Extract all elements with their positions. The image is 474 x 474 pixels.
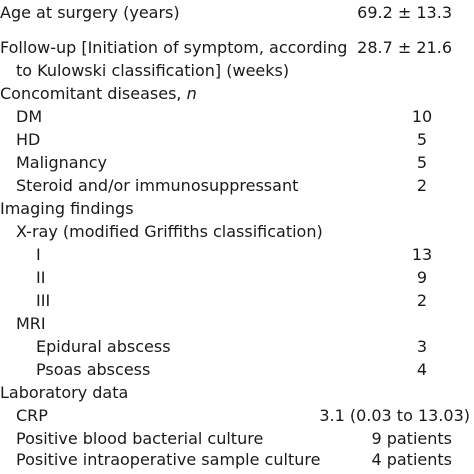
row-followup: Follow-up [Initiation of symptom, accord… xyxy=(0,36,474,60)
row-imaging-header: Imaging findings xyxy=(0,197,474,221)
row-crp: CRP 3.1 (0.03 to 13.03) xyxy=(0,404,474,428)
row-label: II xyxy=(36,268,46,287)
row-xray-ii: II 9 xyxy=(0,266,474,290)
section-label-italic: n xyxy=(186,84,197,103)
subsection-label: X-ray (modified Griffiths classification… xyxy=(16,222,323,241)
row-label: Positive blood bacterial culture xyxy=(16,429,264,448)
row-age: Age at surgery (years) 69.2 ± 13.3 xyxy=(0,1,474,25)
row-epidural: Epidural abscess 3 xyxy=(0,335,474,359)
row-value: 5 xyxy=(416,130,428,149)
row-xray-i: I 13 xyxy=(0,243,474,267)
row-label: Age at surgery (years) xyxy=(0,3,180,22)
row-label-continued: to Kulowski classification] (weeks) xyxy=(16,61,290,80)
row-value: 9 xyxy=(416,268,428,287)
row-value: 2 xyxy=(416,176,428,195)
row-label: III xyxy=(36,291,51,310)
row-malignancy: Malignancy 5 xyxy=(0,151,474,175)
row-value: 10 xyxy=(411,107,433,126)
row-value: 3.1 (0.03 to 13.03) xyxy=(319,406,470,425)
subsection-label: MRI xyxy=(16,314,46,333)
row-label: I xyxy=(36,245,41,264)
row-value: 5 xyxy=(416,153,428,172)
row-concomitant-header: Concomitant diseases, n xyxy=(0,82,474,106)
row-label: Psoas abscess xyxy=(36,360,151,379)
row-steroid: Steroid and/or immunosuppressant 2 xyxy=(0,174,474,198)
row-lab-header: Laboratory data xyxy=(0,381,474,405)
row-mri-header: MRI xyxy=(0,312,474,336)
row-label: HD xyxy=(16,130,41,149)
row-value: 13 xyxy=(411,245,433,264)
row-label: CRP xyxy=(16,406,48,425)
row-label: Positive intraoperative sample culture xyxy=(16,450,321,469)
row-value: 28.7 ± 21.6 xyxy=(357,38,452,57)
section-label-text: Concomitant diseases, xyxy=(0,84,187,103)
row-xray-iii: III 2 xyxy=(0,289,474,313)
row-value: 4 xyxy=(416,360,428,379)
row-label: Epidural abscess xyxy=(36,337,171,356)
row-label: DM xyxy=(16,107,43,126)
row-followup-cont: to Kulowski classification] (weeks) xyxy=(0,59,474,83)
row-label: Malignancy xyxy=(16,153,108,172)
section-label: Imaging findings xyxy=(0,199,134,218)
section-label: Concomitant diseases, n xyxy=(0,82,197,106)
table-bottom-rule xyxy=(0,471,474,472)
row-psoas: Psoas abscess 4 xyxy=(0,358,474,382)
section-label: Laboratory data xyxy=(0,383,129,402)
row-hd: HD 5 xyxy=(0,128,474,152)
row-blood-culture: Positive blood bacterial culture 9 patie… xyxy=(0,427,474,451)
row-value: 2 xyxy=(416,291,428,310)
row-value: 9 patients xyxy=(371,429,452,448)
row-value: 4 patients xyxy=(371,450,452,469)
row-label: Follow-up [Initiation of symptom, accord… xyxy=(0,38,348,57)
row-label: Steroid and/or immunosuppressant xyxy=(16,176,299,195)
row-dm: DM 10 xyxy=(0,105,474,129)
row-xray-header: X-ray (modified Griffiths classification… xyxy=(0,220,474,244)
row-value: 3 xyxy=(416,337,428,356)
row-value: 69.2 ± 13.3 xyxy=(357,3,452,22)
row-intraop-culture: Positive intraoperative sample culture 4… xyxy=(0,448,474,472)
